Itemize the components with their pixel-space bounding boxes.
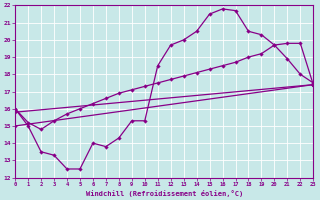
X-axis label: Windchill (Refroidissement éolien,°C): Windchill (Refroidissement éolien,°C) — [85, 190, 243, 197]
